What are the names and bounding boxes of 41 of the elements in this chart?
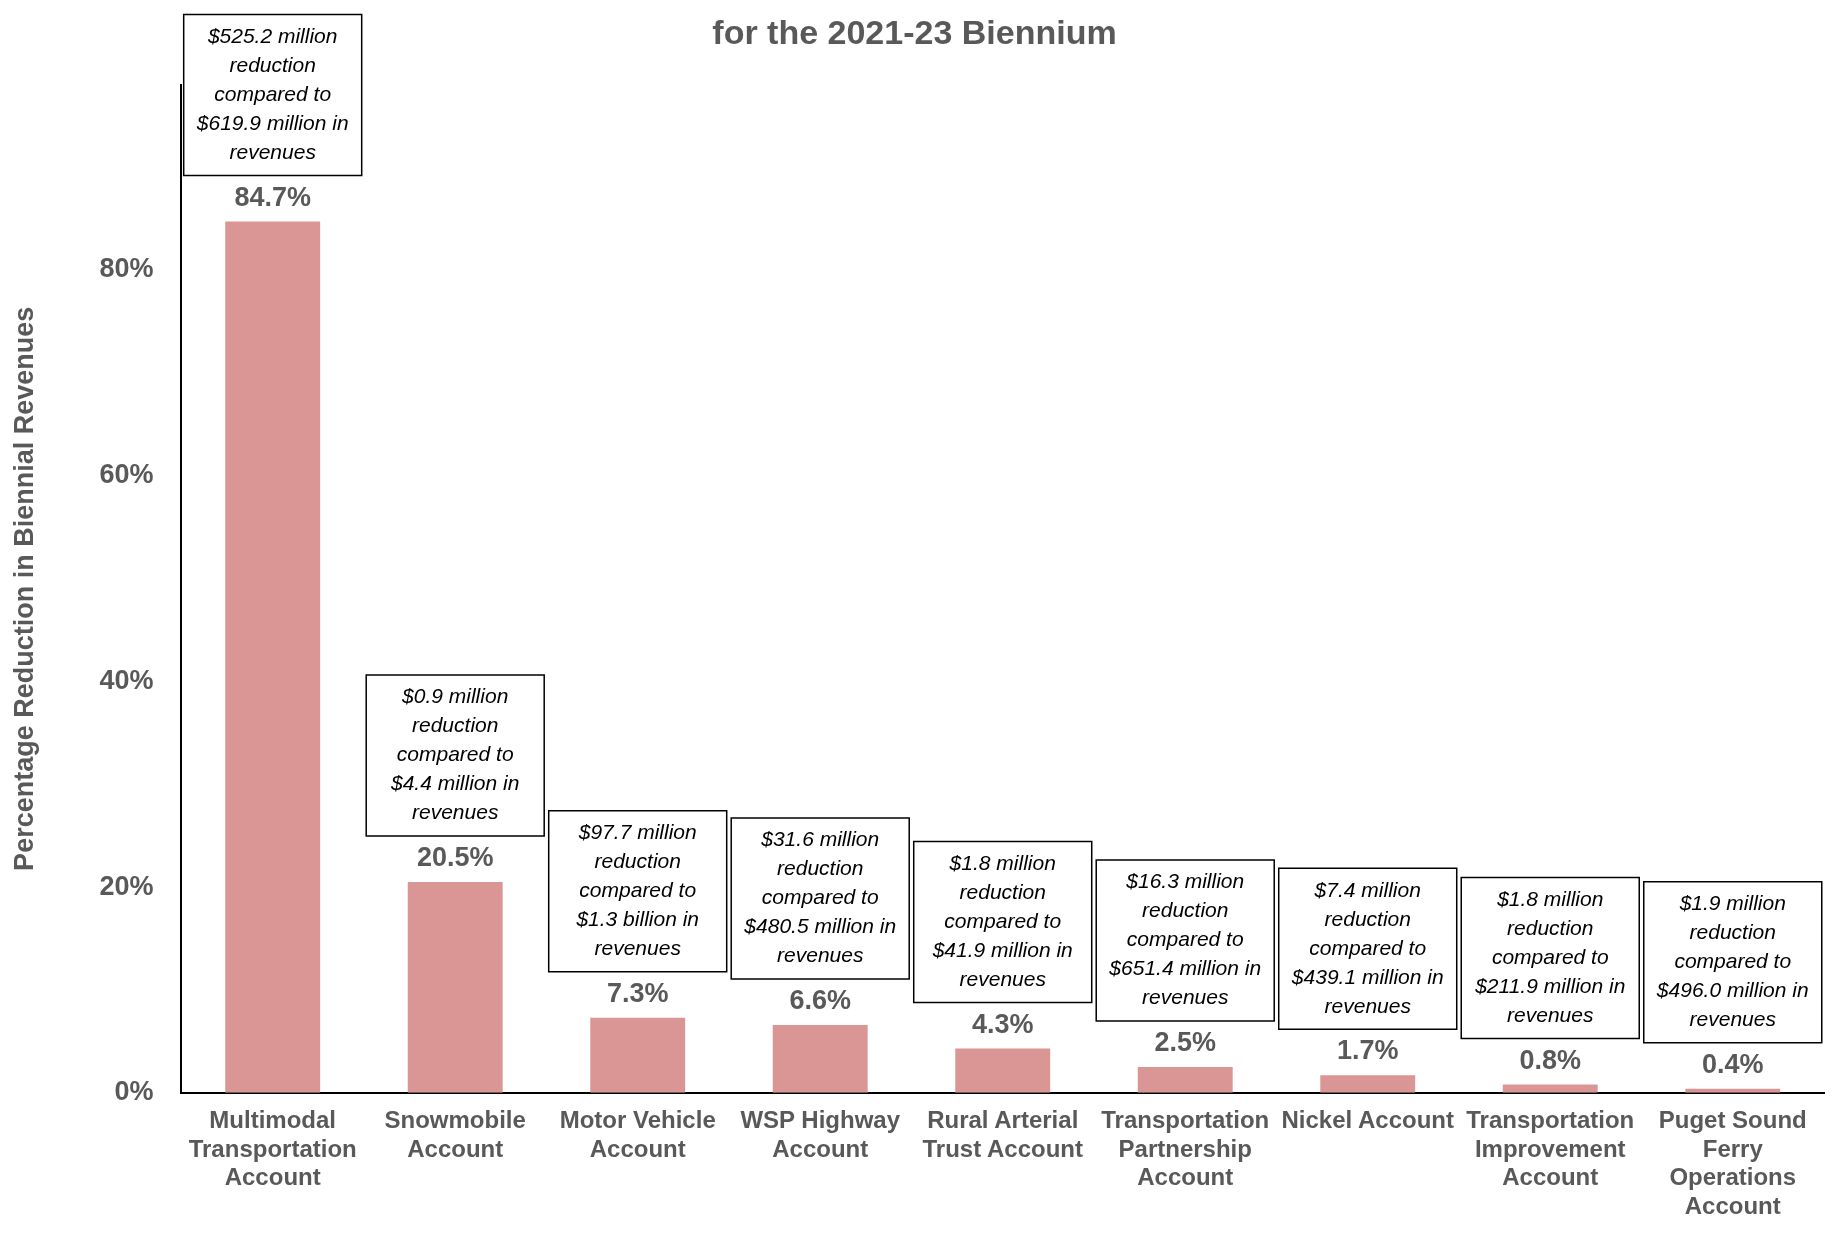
y-tick-label: 0% xyxy=(114,1076,154,1107)
x-tick-label: Puget Sound Ferry Operations Account xyxy=(1658,1105,1807,1220)
data-label: 2.5% xyxy=(1154,1027,1216,1058)
chart-title: for the 2021-23 Biennium xyxy=(712,12,1117,51)
x-tick-label: Transportation Partnership Account xyxy=(1101,1105,1270,1191)
data-label: 0.8% xyxy=(1519,1044,1582,1075)
annotation: $0.9 million reduction compared to $4.4 million in revenues xyxy=(390,684,520,824)
annotation: $16.3 million reduction compared to $651.4 million in revenues xyxy=(1108,869,1262,1009)
y-tick-label: 80% xyxy=(99,253,154,284)
y-tick-label: 20% xyxy=(99,870,154,901)
annotation: $1.8 million reduction compared to $211.9 million in revenues xyxy=(1474,886,1626,1026)
data-label: 7.3% xyxy=(606,977,669,1008)
x-tick-label: Motor Vehicle Account xyxy=(559,1105,716,1162)
data-label: 6.6% xyxy=(789,984,851,1015)
annotation: $1.8 million reduction compared to $41.9 million in revenues xyxy=(931,850,1073,990)
y-tick-label: 40% xyxy=(99,664,154,695)
bar xyxy=(772,1024,868,1093)
x-tick-label: WSP Highway Account xyxy=(740,1105,901,1162)
x-tick-label: Rural Arterial Trust Account xyxy=(922,1105,1083,1162)
x-tick-label: Multimodal Transportation Account xyxy=(188,1105,357,1191)
annotation: $1.9 million reduction compared to $496.0 million in revenues xyxy=(1655,891,1809,1031)
y-axis-title: Percentage Reduction in Biennial Revenues xyxy=(8,306,39,871)
annotation: $525.2 million reduction compared to $619.9 million in revenues xyxy=(195,23,349,163)
bar xyxy=(1320,1075,1416,1093)
data-label: 20.5% xyxy=(416,841,494,872)
data-label: 1.7% xyxy=(1336,1035,1399,1066)
y-tick-label: 60% xyxy=(99,459,154,490)
annotation: $7.4 million reduction compared to $439.1 million in revenues xyxy=(1290,877,1444,1017)
x-tick-label: Snowmobile Account xyxy=(384,1105,526,1162)
data-label: 0.4% xyxy=(1701,1048,1764,1079)
annotation: $97.7 million reduction compared to $1.3 billion in revenues xyxy=(575,820,699,960)
x-tick-label: Nickel Account xyxy=(1281,1105,1454,1133)
data-label: 4.3% xyxy=(971,1008,1034,1039)
bar xyxy=(225,221,321,1093)
bar xyxy=(590,1017,686,1093)
annotation: $31.6 million reduction compared to $480.5 million in revenues xyxy=(743,827,897,967)
data-label: 84.7% xyxy=(234,181,311,212)
bar xyxy=(955,1048,1051,1093)
bar xyxy=(1137,1067,1233,1093)
x-tick-label: Transportation Improvement Account xyxy=(1466,1105,1635,1191)
bar xyxy=(407,881,503,1093)
